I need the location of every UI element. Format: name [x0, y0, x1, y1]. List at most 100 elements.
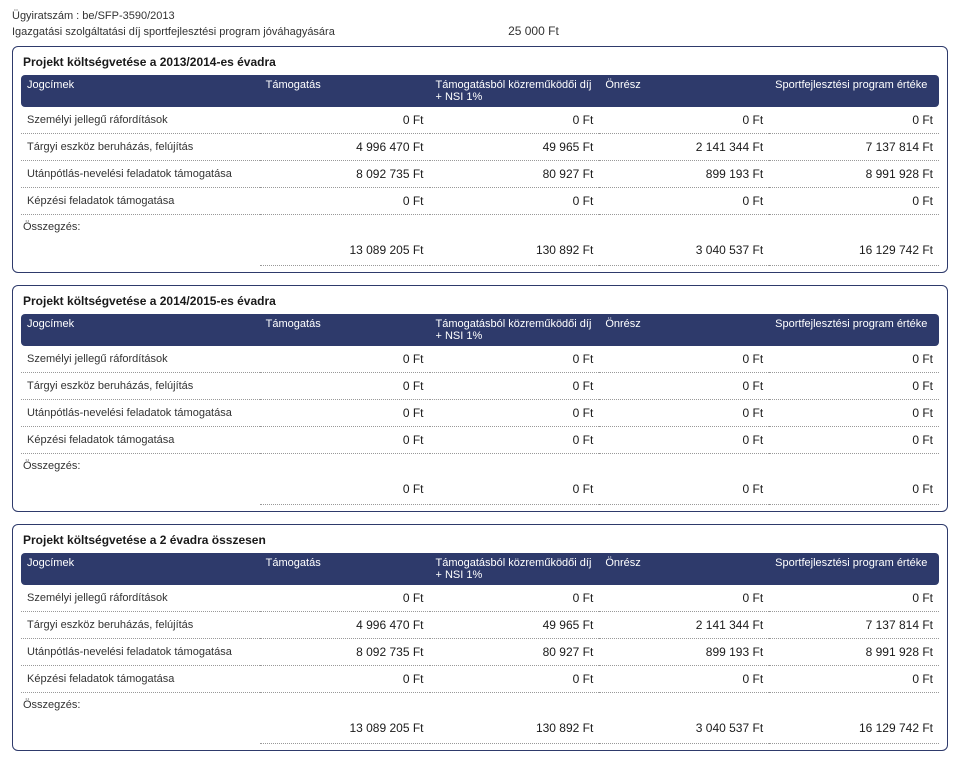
- cell: 0 Ft: [260, 188, 430, 215]
- col-program-erteke: Sportfejlesztési program értéke: [769, 75, 939, 107]
- row-label: Képzési feladatok támogatása: [21, 427, 260, 454]
- summary-cell: 0 Ft: [599, 474, 769, 505]
- cell: 0 Ft: [430, 427, 600, 454]
- col-tamogatas: Támogatás: [260, 75, 430, 107]
- table-header-row: Jogcímek Támogatás Támogatásból közreműk…: [21, 75, 939, 107]
- cell: 49 965 Ft: [430, 612, 600, 639]
- budget-table: Jogcímek Támogatás Támogatásból közreműk…: [21, 314, 939, 454]
- cell: 80 927 Ft: [430, 639, 600, 666]
- col-tamogatas: Támogatás: [260, 314, 430, 346]
- table-header-row: Jogcímek Támogatás Támogatásból közreműk…: [21, 314, 939, 346]
- table-row: Képzési feladatok támogatása 0 Ft 0 Ft 0…: [21, 188, 939, 215]
- budget-table: Jogcímek Támogatás Támogatásból közreműk…: [21, 75, 939, 215]
- table-row: Személyi jellegű ráfordítások 0 Ft 0 Ft …: [21, 346, 939, 373]
- summary-row: 13 089 205 Ft 130 892 Ft 3 040 537 Ft 16…: [21, 235, 939, 266]
- cell: 0 Ft: [599, 400, 769, 427]
- row-label: Utánpótlás-nevelési feladatok támogatása: [21, 639, 260, 666]
- table-row: Utánpótlás-nevelési feladatok támogatása…: [21, 161, 939, 188]
- table-row: Tárgyi eszköz beruházás, felújítás 4 996…: [21, 134, 939, 161]
- cell: 0 Ft: [769, 427, 939, 454]
- cell: 0 Ft: [260, 346, 430, 373]
- cell: 0 Ft: [769, 107, 939, 134]
- summary-cell: 13 089 205 Ft: [260, 713, 430, 744]
- fee-value: 25 000 Ft: [508, 24, 559, 38]
- cell: 0 Ft: [430, 346, 600, 373]
- col-jogcimek: Jogcímek: [21, 553, 260, 585]
- col-jogcimek: Jogcímek: [21, 75, 260, 107]
- summary-cell: 16 129 742 Ft: [769, 713, 939, 744]
- cell: 0 Ft: [260, 107, 430, 134]
- summary-cell: 16 129 742 Ft: [769, 235, 939, 266]
- cell: 0 Ft: [599, 427, 769, 454]
- col-onresz: Önrész: [599, 553, 769, 585]
- cell: 8 092 735 Ft: [260, 639, 430, 666]
- summary-cell: 3 040 537 Ft: [599, 713, 769, 744]
- row-label: Tárgyi eszköz beruházás, felújítás: [21, 612, 260, 639]
- cell: 0 Ft: [599, 188, 769, 215]
- cell: 2 141 344 Ft: [599, 134, 769, 161]
- row-label: Személyi jellegű ráfordítások: [21, 107, 260, 134]
- cell: 80 927 Ft: [430, 161, 600, 188]
- cell: 0 Ft: [430, 400, 600, 427]
- budget-table: Jogcímek Támogatás Támogatásból közreműk…: [21, 553, 939, 693]
- budget-section-total: Projekt költségvetése a 2 évadra összese…: [12, 524, 948, 751]
- cell: 0 Ft: [769, 373, 939, 400]
- cell: 2 141 344 Ft: [599, 612, 769, 639]
- table-header-row: Jogcímek Támogatás Támogatásból közreműk…: [21, 553, 939, 585]
- cell: 7 137 814 Ft: [769, 134, 939, 161]
- cell: 0 Ft: [599, 107, 769, 134]
- cell: 0 Ft: [260, 427, 430, 454]
- col-tamogatas: Támogatás: [260, 553, 430, 585]
- case-number: Ügyiratszám : be/SFP-3590/2013: [12, 10, 948, 22]
- summary-cell: 13 089 205 Ft: [260, 235, 430, 266]
- row-label: Utánpótlás-nevelési feladatok támogatása: [21, 400, 260, 427]
- cell: 0 Ft: [260, 666, 430, 693]
- col-jogcimek: Jogcímek: [21, 314, 260, 346]
- cell: 0 Ft: [430, 188, 600, 215]
- summary-spacer: [21, 235, 260, 266]
- cell: 0 Ft: [430, 585, 600, 612]
- cell: 8 991 928 Ft: [769, 161, 939, 188]
- summary-spacer: [21, 713, 260, 744]
- fee-label: Igazgatási szolgáltatási díj sportfejles…: [12, 26, 508, 38]
- row-label: Tárgyi eszköz beruházás, felújítás: [21, 134, 260, 161]
- table-row: Utánpótlás-nevelési feladatok támogatása…: [21, 639, 939, 666]
- cell: 0 Ft: [769, 666, 939, 693]
- cell: 0 Ft: [599, 585, 769, 612]
- cell: 0 Ft: [599, 346, 769, 373]
- section-title: Projekt költségvetése a 2014/2015-es éva…: [21, 290, 939, 314]
- cell: 8 991 928 Ft: [769, 639, 939, 666]
- summary-spacer: [21, 474, 260, 505]
- page: Ügyiratszám : be/SFP-3590/2013 Igazgatás…: [0, 0, 960, 773]
- cell: 0 Ft: [260, 400, 430, 427]
- summary-label: Összegzés:: [21, 454, 939, 474]
- section-title: Projekt költségvetése a 2 évadra összese…: [21, 529, 939, 553]
- row-label: Utánpótlás-nevelési feladatok támogatása: [21, 161, 260, 188]
- col-kozremukodoi: Támogatásból közreműködői díj + NSI 1%: [430, 75, 600, 107]
- col-kozremukodoi: Támogatásból közreműködői díj + NSI 1%: [430, 553, 600, 585]
- summary-cell: 0 Ft: [769, 474, 939, 505]
- col-onresz: Önrész: [599, 314, 769, 346]
- table-row: Személyi jellegű ráfordítások 0 Ft 0 Ft …: [21, 107, 939, 134]
- cell: 0 Ft: [430, 107, 600, 134]
- summary-label: Összegzés:: [21, 693, 939, 713]
- summary-label: Összegzés:: [21, 215, 939, 235]
- table-row: Képzési feladatok támogatása 0 Ft 0 Ft 0…: [21, 427, 939, 454]
- cell: 4 996 470 Ft: [260, 612, 430, 639]
- cell: 0 Ft: [769, 585, 939, 612]
- summary-cell: 0 Ft: [430, 474, 600, 505]
- row-label: Képzési feladatok támogatása: [21, 666, 260, 693]
- col-program-erteke: Sportfejlesztési program értéke: [769, 314, 939, 346]
- cell: 899 193 Ft: [599, 639, 769, 666]
- cell: 0 Ft: [430, 373, 600, 400]
- table-row: Személyi jellegű ráfordítások 0 Ft 0 Ft …: [21, 585, 939, 612]
- summary-table: 13 089 205 Ft 130 892 Ft 3 040 537 Ft 16…: [21, 713, 939, 744]
- cell: 0 Ft: [430, 666, 600, 693]
- col-kozremukodoi: Támogatásból közreműködői díj + NSI 1%: [430, 314, 600, 346]
- cell: 7 137 814 Ft: [769, 612, 939, 639]
- summary-cell: 0 Ft: [260, 474, 430, 505]
- col-onresz: Önrész: [599, 75, 769, 107]
- summary-cell: 130 892 Ft: [430, 713, 600, 744]
- summary-table: 0 Ft 0 Ft 0 Ft 0 Ft: [21, 474, 939, 505]
- row-label: Képzési feladatok támogatása: [21, 188, 260, 215]
